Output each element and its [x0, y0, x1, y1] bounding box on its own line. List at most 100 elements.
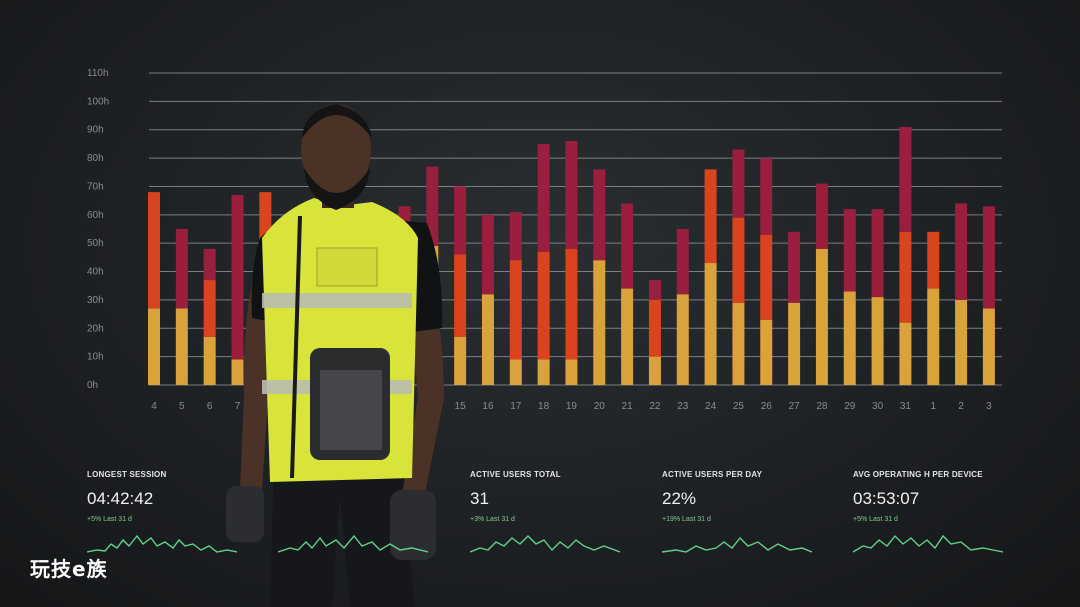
y-tick-label: 30h	[87, 295, 104, 306]
stat-hidden	[278, 470, 443, 553]
bar-segment	[203, 248, 216, 281]
bar-segment	[843, 291, 856, 385]
x-tick-label: 28	[816, 401, 828, 412]
bar-segment	[509, 211, 522, 261]
x-tick-label: 2	[958, 401, 964, 412]
bar-segment	[871, 297, 884, 385]
bar-segment	[704, 263, 717, 385]
stat-change: +5% Last 31 d	[853, 516, 898, 523]
x-tick-label: 19	[566, 401, 578, 412]
bar-segment	[648, 299, 661, 357]
sparkline	[470, 535, 620, 553]
bar-segment	[732, 217, 745, 303]
y-tick-label: 100h	[87, 96, 109, 107]
bar-segment	[148, 192, 160, 309]
bar-segment	[704, 169, 717, 264]
stat-value: 03:53:07	[853, 489, 920, 508]
bar-segment	[175, 308, 188, 385]
stat-change: +19% Last 31 d	[662, 516, 711, 523]
bar-segment	[843, 209, 856, 292]
bar-segment	[788, 302, 801, 385]
bar-segment	[454, 186, 467, 255]
sparkline	[87, 534, 237, 553]
bar-segment	[648, 356, 661, 385]
x-tick-label: 6	[207, 401, 213, 412]
y-tick-label: 60h	[87, 210, 104, 221]
bar-segment	[565, 359, 578, 385]
bar-segment	[982, 308, 995, 385]
x-tick-label: 21	[622, 401, 634, 412]
x-tick-label: 15	[455, 401, 467, 412]
bar-segment	[481, 294, 494, 385]
bar-segment	[760, 158, 773, 235]
y-tick-label: 90h	[87, 125, 104, 136]
x-tick-label: 26	[761, 401, 773, 412]
y-tick-label: 10h	[87, 352, 104, 363]
stat-avg-operating-h: AVG OPERATING H PER DEVICE 03:53:07 +5% …	[853, 470, 1018, 553]
x-tick-label: 24	[705, 401, 717, 412]
bar-segment	[676, 229, 689, 295]
bar-segment	[871, 209, 884, 298]
stat-longest-session: LONGEST SESSION 04:42:42 +5% Last 31 d	[87, 470, 252, 553]
bar-segment	[593, 260, 606, 385]
y-tick-label: 0h	[87, 380, 98, 391]
bar-segment	[454, 336, 467, 385]
bar-segment	[231, 359, 244, 385]
bar-segment	[760, 234, 773, 320]
bar-segment	[982, 206, 995, 309]
x-tick-label: 30	[872, 401, 884, 412]
x-tick-label: 22	[649, 401, 661, 412]
stat-label: AVG OPERATING H PER DEVICE	[853, 470, 983, 479]
sparkline	[853, 534, 1003, 553]
x-tick-label: 4	[151, 401, 157, 412]
bar-segment	[454, 254, 467, 337]
bar-segment	[509, 260, 522, 360]
sparkline	[662, 536, 812, 553]
y-tick-label: 50h	[87, 238, 104, 249]
bar-segment	[621, 288, 634, 385]
watermark-logo: 玩技e族	[30, 557, 108, 581]
bar-segment	[203, 280, 216, 337]
bar-segment	[231, 194, 244, 360]
x-tick-label: 17	[510, 401, 522, 412]
x-tick-label: 1	[930, 401, 936, 412]
x-tick-label: 7	[235, 401, 241, 412]
x-tick-label: 3	[986, 401, 992, 412]
worker-photo	[226, 104, 444, 607]
bar-segment	[927, 288, 940, 385]
bar-segment	[760, 319, 773, 385]
stat-value: 04:42:42	[87, 489, 154, 508]
bar-segment	[537, 143, 550, 252]
bar-segment	[621, 203, 634, 289]
stacked-bar-chart: 0h 10h 20h 30h 40h 50h 60h 70h 80h 90h 100h 110h 4 5…	[87, 68, 1002, 412]
x-tick-label: 16	[482, 401, 494, 412]
bar-segment	[815, 183, 828, 249]
bar-segment	[203, 336, 216, 385]
bar-segment	[899, 322, 912, 385]
x-tick-label: 31	[900, 401, 912, 412]
x-tick-label: 25	[733, 401, 745, 412]
x-tick-label: 20	[594, 401, 606, 412]
bar-segment	[175, 229, 188, 309]
y-tick-label: 40h	[87, 267, 104, 278]
stat-value: 31	[470, 489, 489, 508]
bar-segment	[676, 294, 689, 385]
bar-segment	[148, 308, 160, 385]
bar-segment	[955, 299, 968, 385]
x-tick-label: 27	[789, 401, 801, 412]
bar-segment	[509, 359, 522, 385]
stat-label: ACTIVE USERS TOTAL	[470, 470, 561, 479]
bar-segment	[426, 166, 439, 247]
bar-segment	[537, 251, 550, 360]
x-tick-label: 29	[844, 401, 856, 412]
bar-segment	[648, 280, 661, 300]
stat-label: LONGEST SESSION	[87, 470, 167, 479]
stat-change: +3% Last 31 d	[470, 516, 515, 523]
bar-segment	[481, 214, 494, 295]
bar-segment	[565, 248, 578, 360]
stat-active-users-per-day: ACTIVE USERS PER DAY 22% +19% Last 31 d	[662, 470, 827, 553]
bar-segment	[537, 359, 550, 385]
bar-segment	[732, 149, 745, 218]
y-tick-label: 80h	[87, 153, 104, 164]
bar-segment	[899, 231, 912, 323]
